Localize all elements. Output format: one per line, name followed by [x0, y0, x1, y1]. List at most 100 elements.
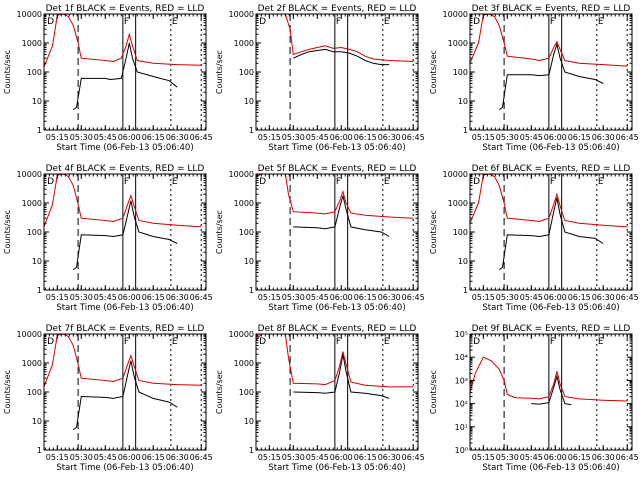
x-tick-label: 06:30 [592, 133, 615, 142]
x-tick-label: 06:30 [378, 293, 401, 302]
x-tick-label: 06:45 [190, 133, 213, 142]
x-tick-label: 05:30 [496, 133, 519, 142]
x-axis-label: Start Time (06-Feb-13 05:06:40) [56, 463, 193, 473]
x-tick-label: 06:15 [142, 133, 165, 142]
x-tick-label: 06:30 [378, 453, 401, 462]
y-tick-label: 10000 [17, 170, 42, 179]
interval-label: D [47, 177, 54, 187]
y-axis-label: Counts/sec [215, 50, 224, 94]
x-tick-label: 05:45 [306, 293, 329, 302]
chart-title: Det 2f BLACK = Events, RED = LLD [258, 4, 417, 14]
plot-frame [43, 13, 207, 131]
y-axis-label: Counts/sec [3, 50, 12, 94]
events-series-line [73, 360, 178, 431]
chart-panel-2: Det 2f BLACK = Events, RED = LLD D F E 1 10 10… [215, 4, 425, 153]
x-tick-label: 06:00 [330, 293, 353, 302]
y-tick-label: 10000 [443, 10, 468, 19]
y-tick-label: 10² [455, 400, 468, 409]
x-tick-label: 06:15 [142, 293, 165, 302]
y-tick-label: 1000 [22, 39, 42, 48]
x-tick-label: 06:15 [568, 293, 591, 302]
x-tick-label: 05:45 [94, 453, 117, 462]
x-axis-label: Start Time (06-Feb-13 05:06:40) [482, 143, 619, 153]
x-tick-label: 05:45 [520, 453, 543, 462]
x-tick-label: 06:30 [166, 293, 189, 302]
chart-panel-7: Det 7f BLACK = Events, RED = LLD D F E 1 10 10… [3, 324, 213, 473]
interval-label: F [336, 177, 341, 187]
events-series-line [73, 42, 178, 111]
y-tick-label: 10 [244, 97, 254, 106]
y-tick-label: 1 [37, 286, 42, 295]
x-tick-label: 05:15 [472, 133, 495, 142]
interval-label: D [473, 177, 480, 187]
x-tick-label: 06:15 [568, 453, 591, 462]
y-axis-label: Counts/sec [429, 50, 438, 94]
x-tick-label: 06:45 [616, 293, 639, 302]
x-tick-label: 06:00 [544, 453, 567, 462]
interval-label: E [598, 177, 604, 187]
x-tick-label: 06:45 [402, 453, 425, 462]
chart-panel-8: Det 8f BLACK = Events, RED = LLD D F E 1 10 10… [215, 324, 425, 473]
y-tick-label: 1 [249, 126, 254, 135]
x-axis-label: Start Time (06-Feb-13 05:06:40) [268, 303, 405, 313]
y-tick-label: 100 [239, 68, 254, 77]
x-tick-label: 05:30 [282, 293, 305, 302]
x-tick-label: 05:15 [258, 293, 281, 302]
x-axis-label: Start Time (06-Feb-13 05:06:40) [268, 463, 405, 473]
interval-label: F [336, 17, 341, 27]
y-tick-label: 100 [27, 388, 42, 397]
x-tick-label: 05:45 [94, 133, 117, 142]
y-tick-label: 10 [458, 97, 468, 106]
y-tick-label: 100 [453, 68, 468, 77]
y-tick-label: 10 [32, 97, 42, 106]
chart-title: Det 5f BLACK = Events, RED = LLD [258, 164, 417, 174]
x-tick-label: 05:15 [46, 133, 69, 142]
x-tick-label: 06:45 [616, 453, 639, 462]
interval-label: D [259, 177, 266, 187]
x-tick-label: 06:00 [330, 133, 353, 142]
y-axis-label: Counts/sec [429, 210, 438, 254]
x-tick-label: 06:00 [544, 293, 567, 302]
x-tick-label: 05:15 [46, 293, 69, 302]
y-tick-label: 10000 [17, 10, 42, 19]
x-tick-label: 05:45 [94, 293, 117, 302]
interval-label: F [124, 17, 129, 27]
interval-label: D [473, 337, 480, 347]
x-tick-label: 06:30 [592, 293, 615, 302]
interval-label: E [598, 17, 604, 27]
x-tick-label: 05:30 [70, 453, 93, 462]
y-tick-label: 100 [239, 388, 254, 397]
interval-label: D [259, 17, 266, 27]
x-tick-label: 06:15 [354, 133, 377, 142]
x-tick-label: 06:45 [616, 133, 639, 142]
y-tick-label: 10 [32, 417, 42, 426]
events-series-line [293, 195, 390, 237]
y-tick-label: 100 [239, 228, 254, 237]
y-tick-label: 1000 [22, 359, 42, 368]
plot-frame [255, 173, 419, 291]
chart-panel-1: Det 1f BLACK = Events, RED = LLD D F E 1 10 10… [3, 4, 213, 153]
y-axis-label: Counts/sec [429, 370, 438, 414]
interval-label: E [384, 17, 390, 27]
y-tick-label: 1000 [234, 359, 254, 368]
y-tick-label: 1000 [234, 39, 254, 48]
y-tick-label: 10⁴ [455, 353, 468, 362]
x-tick-label: 06:45 [402, 293, 425, 302]
y-axis-label: Counts/sec [3, 210, 12, 254]
y-tick-label: 1000 [234, 199, 254, 208]
x-axis-label: Start Time (06-Feb-13 05:06:40) [56, 143, 193, 153]
x-tick-label: 05:15 [472, 293, 495, 302]
y-tick-label: 10 [244, 257, 254, 266]
y-tick-label: 10 [458, 257, 468, 266]
interval-label: D [473, 17, 480, 27]
interval-label: E [172, 337, 178, 347]
y-tick-label: 1 [463, 286, 468, 295]
x-tick-label: 05:30 [282, 133, 305, 142]
x-tick-label: 06:30 [166, 453, 189, 462]
events-series-line [293, 354, 390, 399]
chart-title: Det 6f BLACK = Events, RED = LLD [472, 164, 631, 174]
x-tick-label: 06:30 [166, 133, 189, 142]
plot-frame [469, 13, 633, 131]
y-tick-label: 10000 [229, 330, 254, 339]
x-tick-label: 05:30 [282, 453, 305, 462]
